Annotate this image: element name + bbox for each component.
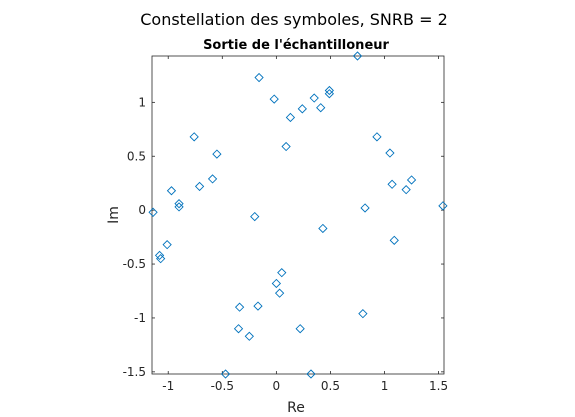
y-axis-label: Im — [106, 206, 122, 224]
data-point-marker — [297, 104, 307, 114]
data-point-marker — [174, 202, 184, 212]
data-point-marker — [285, 112, 296, 123]
data-point-marker — [406, 175, 417, 185]
y-tick-label: -0.5 — [123, 257, 146, 271]
data-point-marker — [306, 369, 316, 379]
data-point-marker — [387, 179, 397, 189]
data-point-marker — [154, 250, 165, 261]
data-point-marker — [385, 148, 395, 158]
x-axis-label: Re — [287, 400, 305, 416]
data-point-marker — [162, 240, 172, 250]
data-point-marker — [207, 174, 218, 184]
data-point-marker — [174, 199, 184, 209]
y-tick-label: 1 — [138, 95, 146, 109]
data-point-marker — [234, 302, 245, 312]
data-point-marker — [281, 141, 291, 152]
y-tick-label: 0.5 — [127, 149, 146, 163]
data-point-marker — [352, 51, 363, 61]
data-point-marker — [324, 85, 334, 96]
data-point-marker — [271, 278, 282, 289]
x-tick-label: 1 — [381, 379, 389, 393]
x-tick-label: 0 — [273, 379, 281, 393]
y-tick-label: 0 — [138, 203, 146, 217]
data-point-marker — [250, 211, 260, 222]
figure-title: Constellation des symboles, SNRB = 2 — [140, 10, 448, 29]
data-point-marker — [233, 324, 244, 334]
data-point-marker — [389, 235, 399, 245]
data-point-marker — [166, 186, 177, 196]
data-points — [148, 51, 448, 379]
data-point-marker — [156, 254, 166, 264]
x-tick-label: 0.5 — [321, 379, 340, 393]
data-point-marker — [253, 301, 263, 311]
y-tick-label: -1.5 — [123, 365, 146, 379]
y-tick-label: -1 — [134, 311, 146, 325]
data-point-marker — [148, 207, 158, 217]
data-point-marker — [295, 324, 305, 334]
data-point-marker — [372, 132, 382, 142]
data-point-marker — [194, 181, 205, 192]
data-point-marker — [244, 331, 254, 341]
data-point-marker — [254, 72, 264, 83]
x-tick-label: -1 — [162, 379, 174, 393]
y-axis-ticks: -1.5 -1 -0.5 0 0.5 1 — [123, 95, 444, 379]
data-point-marker — [316, 103, 326, 113]
data-point-marker — [189, 132, 199, 142]
data-point-marker — [358, 308, 368, 319]
data-point-marker — [220, 369, 231, 379]
data-point-marker — [309, 93, 319, 103]
data-point-marker — [318, 223, 328, 234]
data-point-marker — [274, 288, 285, 298]
axes-title: Sortie de l'échantilloneur — [203, 38, 389, 53]
x-tick-label: -0.5 — [211, 379, 234, 393]
data-point-marker — [401, 185, 411, 195]
x-tick-label: 1.5 — [429, 379, 448, 393]
data-point-marker — [277, 268, 287, 278]
data-point-marker — [360, 203, 370, 213]
data-point-marker — [269, 94, 279, 104]
x-axis-ticks: -1 -0.5 0 0.5 1 1.5 — [162, 56, 448, 393]
data-point-marker — [212, 149, 222, 159]
data-point-marker — [438, 201, 448, 211]
